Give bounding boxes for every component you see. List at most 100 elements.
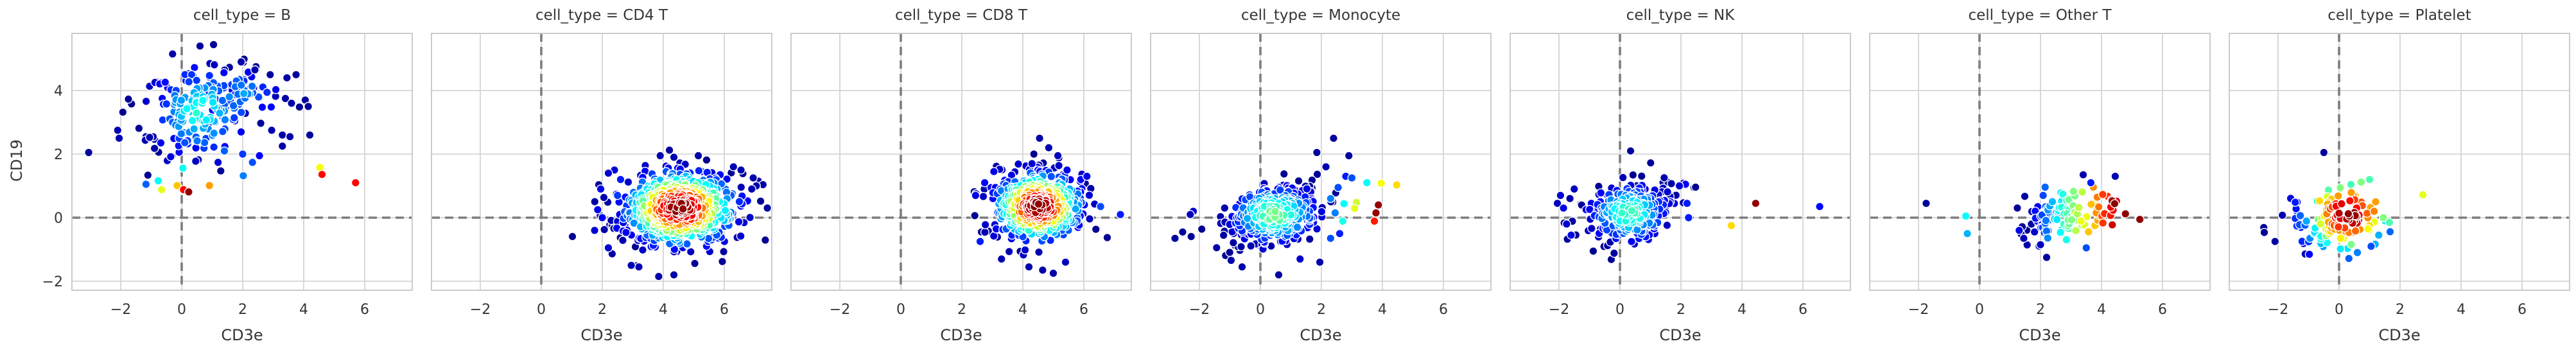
data-point <box>209 60 219 69</box>
data-point <box>1219 231 1228 240</box>
data-point <box>2319 148 2329 157</box>
axes-spine <box>790 33 1132 291</box>
data-point <box>2366 241 2376 251</box>
data-point <box>2043 233 2053 243</box>
data-point <box>166 152 175 162</box>
x-tick-label: 4 <box>659 302 668 318</box>
data-point <box>161 78 170 87</box>
data-point <box>150 144 159 153</box>
data-point <box>604 243 613 253</box>
x-tick-label: 4 <box>2457 302 2466 318</box>
data-point <box>971 191 980 200</box>
data-point <box>665 145 674 155</box>
data-point <box>277 130 287 140</box>
data-point <box>2074 203 2084 213</box>
data-point <box>1371 208 1381 218</box>
x-tick-label: 0 <box>177 302 186 318</box>
data-point <box>1727 221 1736 231</box>
x-tick-label: 4 <box>299 302 308 318</box>
data-point <box>1317 207 1327 216</box>
data-point <box>1675 181 1684 191</box>
data-point <box>1344 151 1353 161</box>
scatter-points <box>568 145 772 281</box>
y-tick-label: 4 <box>54 83 63 100</box>
data-point <box>1596 188 1606 198</box>
data-point <box>2014 225 2024 235</box>
data-point <box>1392 180 1402 190</box>
data-point <box>1096 202 1106 211</box>
data-point <box>218 96 227 105</box>
data-point <box>760 235 770 245</box>
data-point <box>192 76 202 85</box>
data-point <box>2048 197 2057 207</box>
data-point <box>156 138 166 148</box>
data-point <box>1295 254 1305 264</box>
x-tick-label: 4 <box>2097 302 2106 318</box>
data-point <box>1305 234 1314 244</box>
data-point <box>669 270 679 280</box>
data-point <box>215 109 225 118</box>
data-point <box>2062 235 2071 245</box>
data-point <box>178 163 187 173</box>
data-point <box>1312 170 1322 179</box>
axes-spine <box>1869 33 2211 291</box>
x-tick-label: 2 <box>957 302 966 318</box>
data-point <box>1302 184 1312 194</box>
x-tick-label: −2 <box>110 302 131 318</box>
data-point <box>1178 227 1187 237</box>
data-point <box>2259 228 2269 238</box>
facet-panel-cd8-t: cell_type = CD8 T −2 0 2 4 6 CD3e <box>790 0 1132 357</box>
data-point <box>2082 243 2091 253</box>
data-point <box>1588 247 1598 256</box>
x-tick-label: 6 <box>2158 302 2167 318</box>
axes-spine <box>2229 33 2570 291</box>
data-point <box>678 204 688 214</box>
scatter-points <box>1921 170 2145 262</box>
gridlines <box>1870 33 2210 290</box>
data-point <box>157 185 166 195</box>
data-point <box>1373 200 1383 210</box>
data-point <box>1020 245 1030 255</box>
data-point <box>1587 223 1596 233</box>
data-point <box>1663 187 1673 196</box>
data-point <box>2337 199 2346 209</box>
facet-title: cell_type = NK <box>1626 7 1735 24</box>
x-axis-label: CD3e <box>580 326 623 344</box>
x-tick-label: 4 <box>1737 302 1746 318</box>
data-point <box>1279 169 1289 178</box>
data-point <box>2052 214 2062 224</box>
x-tick-label: 6 <box>720 302 729 318</box>
data-point <box>236 127 246 137</box>
data-point <box>1270 207 1280 216</box>
data-point <box>254 92 263 102</box>
data-point <box>208 98 218 107</box>
data-point <box>1321 162 1331 171</box>
data-point <box>2078 170 2088 180</box>
data-point <box>2098 218 2108 228</box>
y-axis-label: CD19 <box>8 139 26 182</box>
x-tick-label: −2 <box>470 302 491 318</box>
data-point <box>1225 248 1235 257</box>
data-point <box>1627 206 1637 216</box>
facet-plot-cd8-t: −2 0 2 4 6 <box>790 33 1132 318</box>
data-point <box>114 134 124 143</box>
data-point <box>1667 179 1676 189</box>
data-point <box>654 272 663 281</box>
scatter-points <box>2259 148 2428 263</box>
data-point <box>989 167 998 177</box>
data-point <box>2110 199 2119 209</box>
data-point <box>236 108 246 118</box>
data-point <box>2304 250 2314 259</box>
data-point <box>747 184 756 194</box>
data-point <box>718 257 727 266</box>
data-point <box>1053 151 1063 161</box>
data-point <box>184 77 194 87</box>
data-point <box>2371 197 2380 207</box>
axes-spine <box>71 33 413 291</box>
facet-plot-cd4-t: −2 0 2 4 6 <box>431 33 772 318</box>
data-point <box>1034 247 1044 257</box>
data-point <box>2345 196 2354 205</box>
data-point <box>220 146 229 156</box>
data-point <box>1559 204 1569 213</box>
data-point <box>239 89 248 98</box>
